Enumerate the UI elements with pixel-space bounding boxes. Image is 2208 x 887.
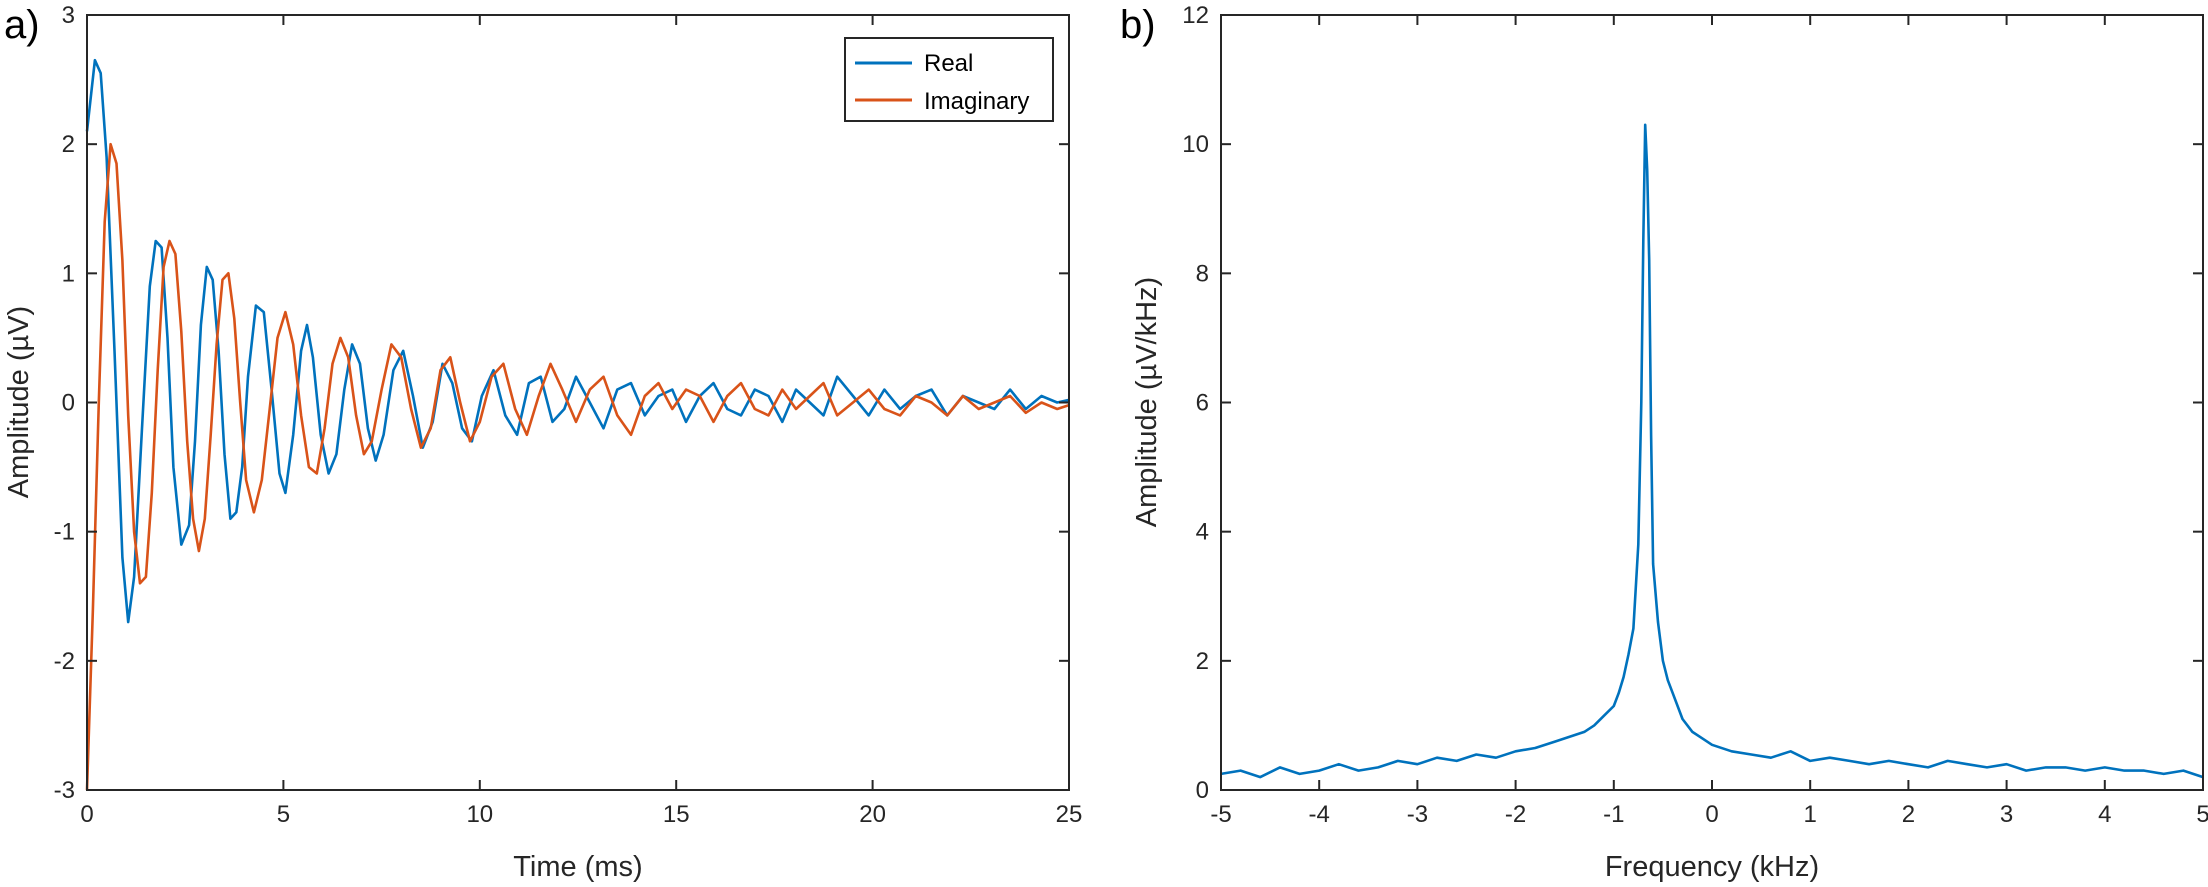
panel-a-x-tick-label: 15 [663,801,690,828]
panel-a-y-tick-label: -1 [54,519,75,546]
panel-a-x-tick-label: 0 [80,801,93,828]
panel-a-plot-area [85,58,1070,791]
panel-a-x-tick-label: 10 [466,801,493,828]
panel-a-series-line-imaginary [85,142,1070,791]
panel-b-x-tick-label: -3 [1407,801,1428,828]
panel-a-y-tick-label: 0 [62,390,75,417]
panel-a-y-tick-label: 1 [62,260,75,287]
panel-b-y-axis-label: Amplitude (µV/kHz) [1131,277,1163,527]
panel-b-x-tick-label: 0 [1705,801,1718,828]
panel-a-y-tick-label: 3 [62,2,75,29]
panel-a-x-tick-label: 20 [859,801,886,828]
panel-b-plot-area [1220,123,2204,779]
panel-b-x-tick-label: 4 [2098,801,2111,828]
panel-a-legend: Real Imaginary [844,37,1054,122]
panel-a-y-axis-label: Amplitude (µV) [3,306,35,498]
panel-b-label: b) [1120,3,1156,47]
panel-b-x-tick-label: -2 [1505,801,1526,828]
panel-b-axes-box [1220,14,2204,791]
panel-b-y-tick-label: 10 [1182,131,1209,158]
panel-b-x-tick-label: 2 [1902,801,1915,828]
panel-b-y-tick-label: 0 [1196,777,1209,804]
panel-b-x-axis-label: Frequency (kHz) [1605,851,1819,883]
panel-a-series-line-real [85,58,1070,624]
panel-a-y-tick-label: -2 [54,648,75,675]
panel-b-x-tick-label: -1 [1603,801,1624,828]
panel-b-x-tick-label: 5 [2196,801,2208,828]
panel-a-x-tick-label: 25 [1056,801,1083,828]
panel-b-y-tick-label: 8 [1196,260,1209,287]
panel-a-time-domain: a) 0 5 10 15 20 25 -3 -2 -1 0 1 2 3 Time (ms) Amplit… [3,2,1082,883]
panel-a-y-tick-label: -3 [54,777,75,804]
panel-a-y-tick-label: 2 [62,131,75,158]
panel-a-ticks: 0 5 10 15 20 25 -3 -2 -1 0 1 2 3 [54,2,1083,828]
panel-a-label: a) [4,3,40,47]
panel-b-y-tick-label: 6 [1196,390,1209,417]
panel-b-x-tick-label: 3 [2000,801,2013,828]
legend-box [844,37,1054,122]
legend-imaginary-label: Imaginary [924,88,1029,115]
panel-a-x-axis-label: Time (ms) [513,851,642,883]
panel-b-x-tick-label: -5 [1210,801,1231,828]
panel-a-axes-box [86,14,1070,791]
panel-a-x-tick-label: 5 [277,801,290,828]
panel-b-y-tick-label: 4 [1196,519,1209,546]
legend-real-label: Real [924,50,973,77]
panel-b-series-line-spectrum [1220,123,2204,779]
panel-b-y-tick-label: 2 [1196,648,1209,675]
panel-b-x-tick-label: 1 [1804,801,1817,828]
panel-b-y-tick-label: 12 [1182,2,1209,29]
panel-b-x-tick-label: -4 [1309,801,1330,828]
